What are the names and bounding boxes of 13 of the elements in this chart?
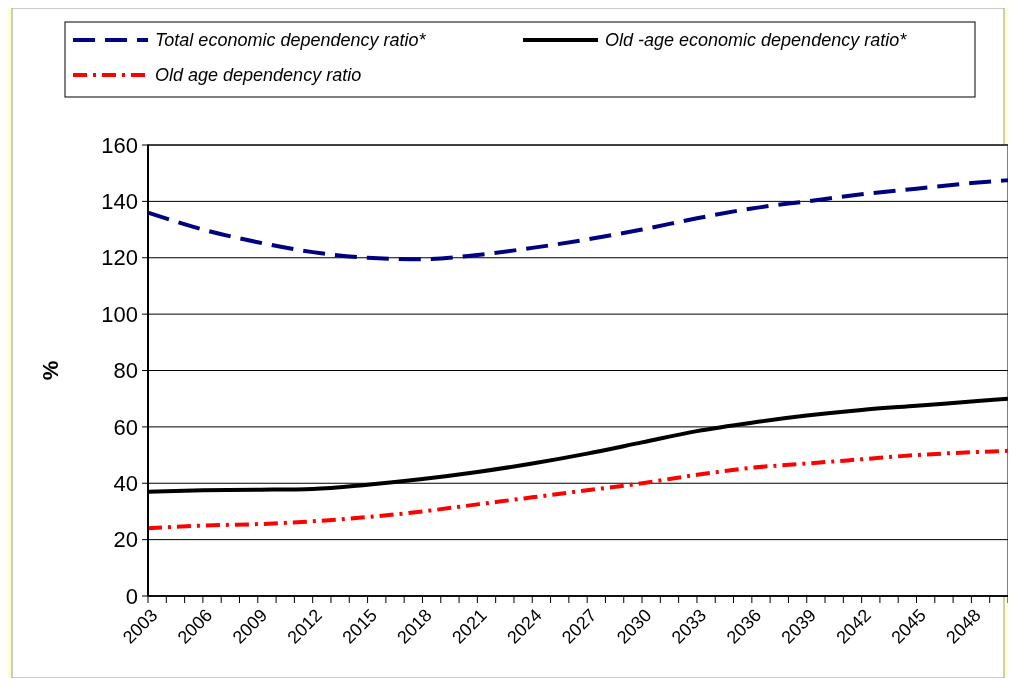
y-tick-label: 80 xyxy=(113,358,138,384)
legend-label: Total economic dependency ratio* xyxy=(155,30,427,50)
legend-label: Old -age economic dependency ratio* xyxy=(605,30,908,50)
y-tick-label: 160 xyxy=(101,132,138,158)
y-tick-label: 100 xyxy=(101,301,138,327)
y-tick-label: 20 xyxy=(113,527,138,553)
y-tick-label: 40 xyxy=(113,470,138,496)
y-tick-label: 140 xyxy=(101,189,138,215)
y-tick-label: 60 xyxy=(113,414,138,440)
legend-label: Old age dependency ratio xyxy=(155,65,362,85)
y-tick-label: 0 xyxy=(125,583,138,609)
y-axis-title: % xyxy=(38,360,63,381)
y-tick-label: 120 xyxy=(101,245,138,271)
